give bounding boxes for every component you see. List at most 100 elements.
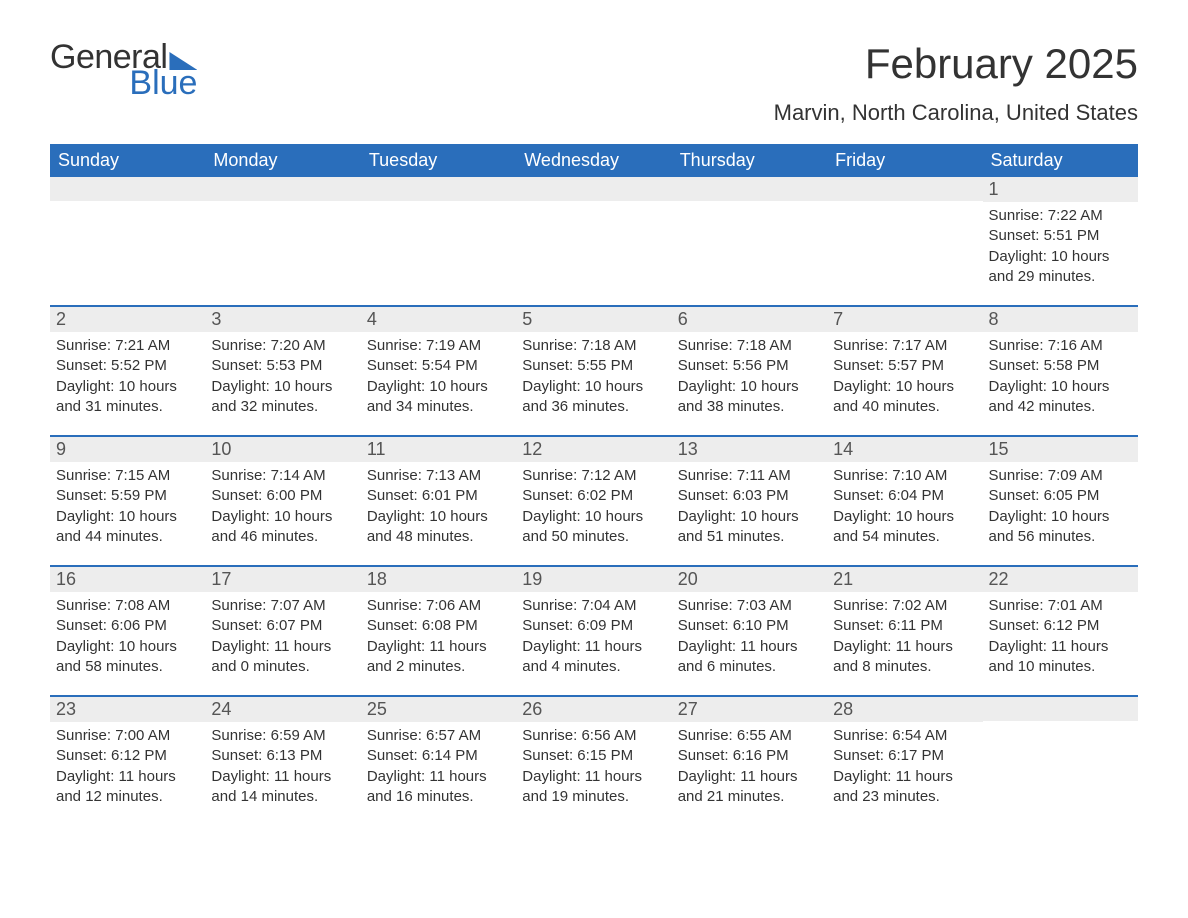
daylight-text: Daylight: 11 hours and 10 minutes. [989, 637, 1132, 678]
calendar-week: 16Sunrise: 7:08 AMSunset: 6:06 PMDayligh… [50, 565, 1138, 695]
sunrise-text: Sunrise: 7:19 AM [367, 336, 510, 356]
daylight-text: Daylight: 11 hours and 2 minutes. [367, 637, 510, 678]
calendar-week: 9Sunrise: 7:15 AMSunset: 5:59 PMDaylight… [50, 435, 1138, 565]
day-number: 15 [983, 437, 1138, 462]
cell-body: Sunrise: 7:02 AMSunset: 6:11 PMDaylight:… [827, 592, 982, 677]
day-number [205, 177, 360, 201]
cell-body [983, 721, 1138, 725]
daylight-text: Daylight: 11 hours and 14 minutes. [211, 767, 354, 808]
sunrise-text: Sunrise: 7:06 AM [367, 596, 510, 616]
sunset-text: Sunset: 6:04 PM [833, 486, 976, 506]
calendar-cell: 15Sunrise: 7:09 AMSunset: 6:05 PMDayligh… [983, 437, 1138, 565]
sunset-text: Sunset: 5:51 PM [989, 226, 1132, 246]
sunset-text: Sunset: 6:05 PM [989, 486, 1132, 506]
day-number: 16 [50, 567, 205, 592]
sunrise-text: Sunrise: 7:04 AM [522, 596, 665, 616]
cell-body [827, 201, 982, 205]
sunrise-text: Sunrise: 6:59 AM [211, 726, 354, 746]
calendar-cell: 20Sunrise: 7:03 AMSunset: 6:10 PMDayligh… [672, 567, 827, 695]
calendar-cell [50, 177, 205, 305]
day-number [827, 177, 982, 201]
cell-body: Sunrise: 7:10 AMSunset: 6:04 PMDaylight:… [827, 462, 982, 547]
daylight-text: Daylight: 10 hours and 34 minutes. [367, 377, 510, 418]
sunset-text: Sunset: 6:01 PM [367, 486, 510, 506]
daylight-text: Daylight: 10 hours and 31 minutes. [56, 377, 199, 418]
sunset-text: Sunset: 6:09 PM [522, 616, 665, 636]
calendar-week: 23Sunrise: 7:00 AMSunset: 6:12 PMDayligh… [50, 695, 1138, 825]
day-number: 6 [672, 307, 827, 332]
day-number: 24 [205, 697, 360, 722]
sunrise-text: Sunrise: 7:02 AM [833, 596, 976, 616]
day-header-wednesday: Wednesday [516, 144, 671, 177]
sunset-text: Sunset: 6:12 PM [989, 616, 1132, 636]
day-number: 12 [516, 437, 671, 462]
calendar-cell: 22Sunrise: 7:01 AMSunset: 6:12 PMDayligh… [983, 567, 1138, 695]
calendar-cell [205, 177, 360, 305]
cell-body: Sunrise: 7:09 AMSunset: 6:05 PMDaylight:… [983, 462, 1138, 547]
day-number: 27 [672, 697, 827, 722]
calendar-cell: 11Sunrise: 7:13 AMSunset: 6:01 PMDayligh… [361, 437, 516, 565]
cell-body: Sunrise: 7:11 AMSunset: 6:03 PMDaylight:… [672, 462, 827, 547]
day-number: 10 [205, 437, 360, 462]
calendar-cell: 4 Sunrise: 7:19 AMSunset: 5:54 PMDaylight… [361, 307, 516, 435]
logo: General Blue [50, 40, 197, 100]
calendar-cell: 25Sunrise: 6:57 AMSunset: 6:14 PMDayligh… [361, 697, 516, 825]
daylight-text: Daylight: 10 hours and 40 minutes. [833, 377, 976, 418]
day-number: 4 [361, 307, 516, 332]
day-number: 23 [50, 697, 205, 722]
cell-body [205, 201, 360, 205]
sunrise-text: Sunrise: 7:15 AM [56, 466, 199, 486]
cell-body [516, 201, 671, 205]
sunrise-text: Sunrise: 7:18 AM [522, 336, 665, 356]
sunrise-text: Sunrise: 7:18 AM [678, 336, 821, 356]
daylight-text: Daylight: 10 hours and 38 minutes. [678, 377, 821, 418]
calendar-cell: 1Sunrise: 7:22 AMSunset: 5:51 PMDaylight… [983, 177, 1138, 305]
calendar-cell: 21Sunrise: 7:02 AMSunset: 6:11 PMDayligh… [827, 567, 982, 695]
sunset-text: Sunset: 5:55 PM [522, 356, 665, 376]
day-number [50, 177, 205, 201]
daylight-text: Daylight: 10 hours and 58 minutes. [56, 637, 199, 678]
daylight-text: Daylight: 10 hours and 54 minutes. [833, 507, 976, 548]
calendar-week: 2Sunrise: 7:21 AMSunset: 5:52 PMDaylight… [50, 305, 1138, 435]
day-header-tuesday: Tuesday [361, 144, 516, 177]
sunset-text: Sunset: 5:58 PM [989, 356, 1132, 376]
cell-body: Sunrise: 6:56 AMSunset: 6:15 PMDaylight:… [516, 722, 671, 807]
cell-body: Sunrise: 7:17 AMSunset: 5:57 PMDaylight:… [827, 332, 982, 417]
cell-body: Sunrise: 7:04 AMSunset: 6:09 PMDaylight:… [516, 592, 671, 677]
calendar-cell [827, 177, 982, 305]
sunrise-text: Sunrise: 7:07 AM [211, 596, 354, 616]
sunrise-text: Sunrise: 7:10 AM [833, 466, 976, 486]
sunrise-text: Sunrise: 7:22 AM [989, 206, 1132, 226]
sunset-text: Sunset: 5:54 PM [367, 356, 510, 376]
day-number [516, 177, 671, 201]
sunrise-text: Sunrise: 7:21 AM [56, 336, 199, 356]
day-number: 14 [827, 437, 982, 462]
cell-body: Sunrise: 6:57 AMSunset: 6:14 PMDaylight:… [361, 722, 516, 807]
daylight-text: Daylight: 11 hours and 8 minutes. [833, 637, 976, 678]
daylight-text: Daylight: 10 hours and 56 minutes. [989, 507, 1132, 548]
day-number: 1 [983, 177, 1138, 202]
location-text: Marvin, North Carolina, United States [774, 100, 1138, 126]
month-title: February 2025 [774, 40, 1138, 88]
sunrise-text: Sunrise: 6:57 AM [367, 726, 510, 746]
day-number: 8 [983, 307, 1138, 332]
day-number: 26 [516, 697, 671, 722]
daylight-text: Daylight: 11 hours and 6 minutes. [678, 637, 821, 678]
daylight-text: Daylight: 10 hours and 32 minutes. [211, 377, 354, 418]
calendar-cell: 27Sunrise: 6:55 AMSunset: 6:16 PMDayligh… [672, 697, 827, 825]
daylight-text: Daylight: 11 hours and 12 minutes. [56, 767, 199, 808]
calendar-cell: 28Sunrise: 6:54 AMSunset: 6:17 PMDayligh… [827, 697, 982, 825]
daylight-text: Daylight: 10 hours and 51 minutes. [678, 507, 821, 548]
day-number: 7 [827, 307, 982, 332]
calendar-cell: 6Sunrise: 7:18 AMSunset: 5:56 PMDaylight… [672, 307, 827, 435]
day-header-saturday: Saturday [983, 144, 1138, 177]
calendar-week: 1Sunrise: 7:22 AMSunset: 5:51 PMDaylight… [50, 177, 1138, 305]
calendar-cell: 10Sunrise: 7:14 AMSunset: 6:00 PMDayligh… [205, 437, 360, 565]
sunset-text: Sunset: 6:17 PM [833, 746, 976, 766]
daylight-text: Daylight: 11 hours and 23 minutes. [833, 767, 976, 808]
sunrise-text: Sunrise: 7:12 AM [522, 466, 665, 486]
cell-body: Sunrise: 7:15 AMSunset: 5:59 PMDaylight:… [50, 462, 205, 547]
calendar-cell: 24Sunrise: 6:59 AMSunset: 6:13 PMDayligh… [205, 697, 360, 825]
sunrise-text: Sunrise: 7:09 AM [989, 466, 1132, 486]
sunset-text: Sunset: 6:07 PM [211, 616, 354, 636]
